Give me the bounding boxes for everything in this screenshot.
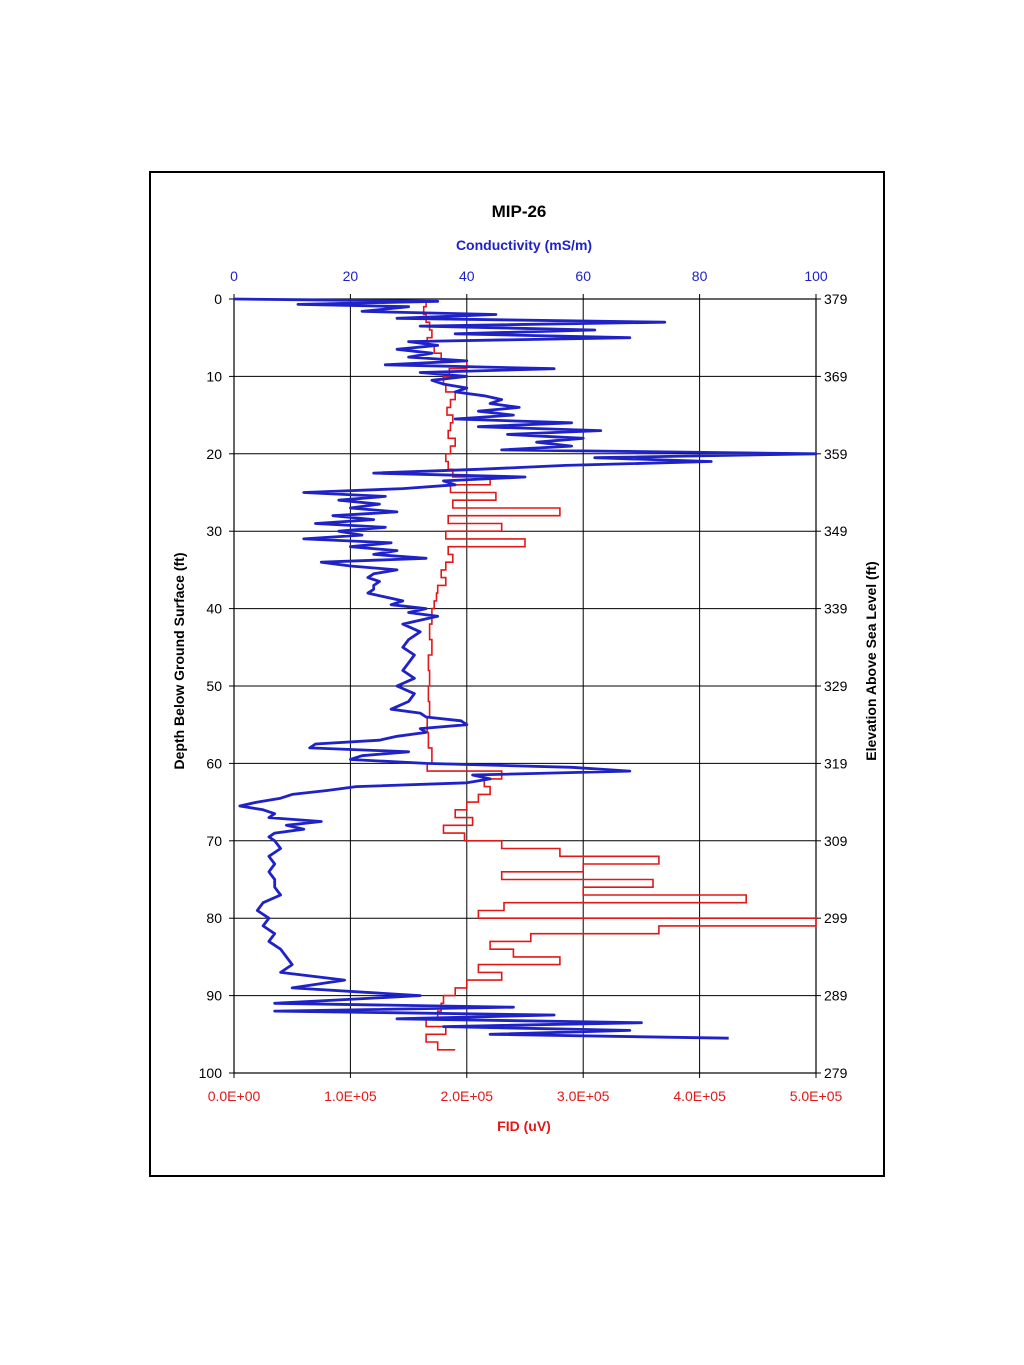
- x-tick-label-top: 100: [804, 268, 828, 284]
- x-tick-label-bottom: 4.0E+05: [673, 1088, 726, 1104]
- x-tick-label-bottom: 5.0E+05: [790, 1088, 843, 1104]
- y-tick-label-left: 90: [206, 988, 222, 1004]
- top-axis-title: Conductivity (mS/m): [456, 237, 592, 253]
- y-tick-label-right: 329: [824, 678, 848, 694]
- y-tick-label-left: 40: [206, 601, 222, 617]
- x-tick-label-bottom: 2.0E+05: [441, 1088, 494, 1104]
- y-tick-label-left: 60: [206, 755, 222, 771]
- x-tick-label-top: 40: [459, 268, 475, 284]
- x-tick-label-bottom: 1.0E+05: [324, 1088, 377, 1104]
- x-tick-label-top: 0: [230, 268, 238, 284]
- right-axis-title: Elevation Above Sea Level (ft): [863, 561, 879, 760]
- y-tick-label-left: 0: [214, 291, 222, 307]
- y-tick-label-left: 50: [206, 678, 222, 694]
- y-tick-label-left: 70: [206, 833, 222, 849]
- y-tick-label-right: 299: [824, 910, 848, 926]
- y-tick-label-right: 349: [824, 523, 848, 539]
- x-tick-label-top: 60: [575, 268, 591, 284]
- fid-series-line: [422, 299, 817, 1051]
- y-tick-label-right: 319: [824, 755, 848, 771]
- y-tick-label-right: 309: [824, 833, 848, 849]
- y-tick-label-right: 379: [824, 291, 848, 307]
- y-tick-label-right: 359: [824, 446, 848, 462]
- tick-layer: 0 379 10 369 20 359 30 349 40 339 50 329 60 319 70 309 8…: [199, 268, 848, 1104]
- y-tick-label-left: 100: [199, 1065, 223, 1081]
- y-tick-label-right: 339: [824, 601, 848, 617]
- chart-title: MIP-26: [492, 202, 547, 221]
- y-tick-label-right: 279: [824, 1065, 848, 1081]
- y-tick-label-right: 369: [824, 368, 848, 384]
- conductivity-series-line: [233, 297, 818, 1040]
- y-tick-label-left: 20: [206, 446, 222, 462]
- y-tick-label-left: 10: [206, 368, 222, 384]
- x-tick-label-top: 80: [692, 268, 708, 284]
- y-tick-label-right: 289: [824, 988, 848, 1004]
- y-tick-label-left: 30: [206, 523, 222, 539]
- y-tick-label-left: 80: [206, 910, 222, 926]
- x-tick-label-bottom: 0.0E+00: [208, 1088, 261, 1104]
- series-layer: [233, 297, 818, 1051]
- x-tick-label-top: 20: [343, 268, 359, 284]
- x-tick-label-bottom: 3.0E+05: [557, 1088, 610, 1104]
- bottom-axis-title: FID (uV): [497, 1118, 551, 1134]
- chart-svg: MIP-26 Conductivity (mS/m) FID (uV) Dept…: [171, 202, 879, 1134]
- chart-frame: MIP-26 Conductivity (mS/m) FID (uV) Dept…: [149, 171, 885, 1177]
- left-axis-title: Depth Below Ground Surface (ft): [171, 553, 187, 770]
